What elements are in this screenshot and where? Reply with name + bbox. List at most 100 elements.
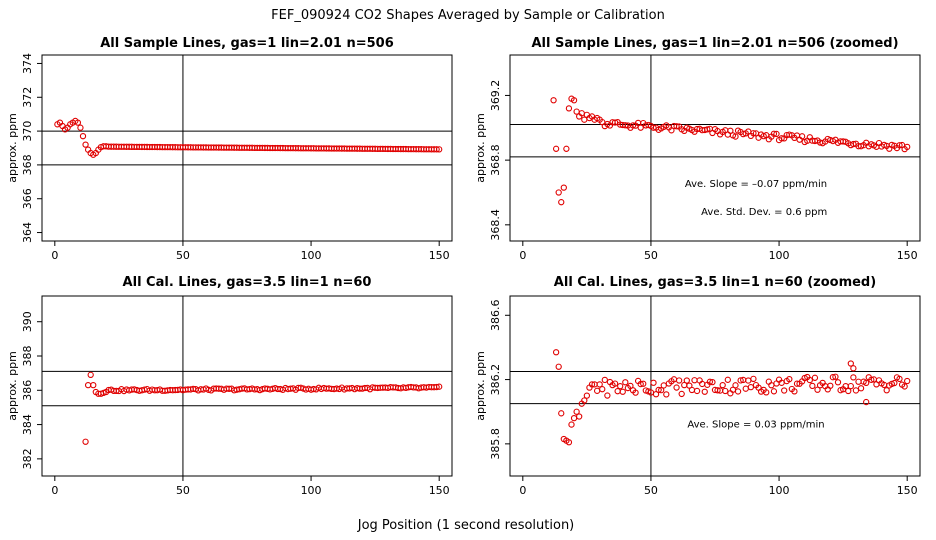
data-point bbox=[663, 391, 670, 398]
data-point bbox=[847, 360, 854, 367]
x-tick-label: 0 bbox=[51, 484, 58, 497]
data-point bbox=[581, 397, 588, 404]
data-point bbox=[693, 387, 701, 395]
data-point bbox=[619, 388, 626, 395]
data-point bbox=[436, 383, 443, 390]
data-point bbox=[637, 124, 644, 131]
x-tick-label: 0 bbox=[51, 249, 58, 262]
data-point bbox=[701, 388, 708, 395]
data-point bbox=[629, 122, 637, 129]
panel-title: All Sample Lines, gas=1 lin=2.01 n=506 bbox=[100, 36, 394, 51]
data-point bbox=[763, 389, 770, 396]
data-point bbox=[806, 376, 813, 384]
x-tick-label: 150 bbox=[429, 249, 450, 262]
panel-title: All Cal. Lines, gas=3.5 lin=1 n=60 bbox=[123, 275, 372, 290]
annotation-text: Ave. Slope = 0.03 ppm/min bbox=[687, 419, 824, 430]
data-point bbox=[84, 381, 92, 389]
x-tick-label: 50 bbox=[644, 484, 658, 497]
panel-cal-lines: All Cal. Lines, gas=3.5 lin=1 n=60 0 50 100… bbox=[6, 275, 453, 497]
data-point bbox=[786, 375, 793, 383]
x-tick-label: 50 bbox=[176, 484, 190, 497]
y-tick-label: 388 bbox=[21, 346, 34, 367]
data-point bbox=[617, 383, 624, 390]
data-point bbox=[637, 380, 644, 388]
y-tick-label: 369.2 bbox=[489, 80, 502, 112]
data-point bbox=[706, 378, 714, 385]
panel-title: All Cal. Lines, gas=3.5 lin=1 n=60 (zoom… bbox=[554, 275, 876, 290]
data-point bbox=[555, 363, 562, 370]
data-point bbox=[791, 388, 798, 395]
y-tick-label: 368.8 bbox=[489, 144, 502, 176]
data-point bbox=[857, 385, 865, 392]
annotation-text: Ave. Std. Dev. = 0.6 ppm bbox=[701, 207, 827, 218]
data-point bbox=[832, 373, 839, 380]
data-point bbox=[599, 386, 606, 393]
data-point bbox=[87, 371, 94, 379]
data-point bbox=[863, 379, 870, 386]
data-point bbox=[773, 130, 780, 138]
y-axis-label: approx. ppm bbox=[6, 113, 19, 183]
data-point bbox=[750, 375, 757, 383]
data-point bbox=[614, 388, 621, 395]
data-point bbox=[740, 130, 747, 138]
y-axis-label: approx. ppm bbox=[474, 351, 487, 421]
panel-cal-lines-zoomed: All Cal. Lines, gas=3.5 lin=1 n=60 (zoom… bbox=[474, 275, 921, 497]
data-point bbox=[611, 380, 619, 387]
data-point bbox=[734, 388, 742, 395]
data-point bbox=[901, 383, 908, 390]
data-point bbox=[77, 124, 84, 131]
data-point bbox=[433, 146, 440, 153]
data-point bbox=[770, 130, 778, 137]
data-point bbox=[650, 124, 657, 131]
data-point bbox=[863, 398, 870, 406]
data-point bbox=[827, 382, 834, 389]
figure-title: FEF_090924 CO2 Shapes Averaged by Sample… bbox=[271, 8, 665, 23]
data-point bbox=[560, 184, 567, 191]
data-point bbox=[852, 387, 860, 394]
data-point bbox=[552, 349, 560, 356]
plot-frame bbox=[41, 54, 453, 242]
panel-title: All Sample Lines, gas=1 lin=2.01 n=506 (… bbox=[531, 36, 898, 51]
data-point bbox=[845, 387, 852, 395]
data-point bbox=[570, 97, 578, 104]
data-point bbox=[781, 387, 788, 394]
y-tick-label: 368 bbox=[21, 154, 34, 175]
data-point bbox=[750, 130, 757, 137]
data-point bbox=[688, 386, 696, 394]
data-point bbox=[552, 145, 560, 152]
y-tick-label: 386.6 bbox=[489, 300, 502, 332]
data-point bbox=[79, 133, 87, 140]
panel-sample-lines: All Sample Lines, gas=1 lin=2.01 n=506 0 5… bbox=[6, 36, 453, 262]
data-point bbox=[798, 133, 806, 140]
data-point bbox=[904, 377, 911, 385]
data-point bbox=[786, 131, 793, 138]
data-point bbox=[565, 105, 573, 112]
data-point bbox=[683, 377, 690, 384]
data-point bbox=[565, 439, 573, 446]
x-tick-label: 50 bbox=[176, 249, 190, 262]
data-point bbox=[675, 377, 683, 384]
data-point bbox=[573, 408, 580, 415]
data-point bbox=[811, 374, 819, 381]
data-point bbox=[742, 385, 749, 392]
y-tick-label: 372 bbox=[21, 87, 34, 108]
x-tick-label: 50 bbox=[644, 249, 658, 262]
data-point bbox=[850, 140, 857, 148]
data-point bbox=[704, 126, 711, 133]
x-tick-label: 100 bbox=[301, 249, 322, 262]
panel-sample-lines-zoomed: All Sample Lines, gas=1 lin=2.01 n=506 (… bbox=[474, 36, 921, 262]
data-point bbox=[558, 410, 565, 417]
y-tick-label: 374 bbox=[21, 53, 34, 74]
data-point bbox=[868, 376, 875, 383]
data-point bbox=[650, 379, 657, 386]
x-tick-label: 0 bbox=[519, 249, 526, 262]
data-point bbox=[847, 382, 854, 390]
data-point bbox=[883, 387, 890, 394]
data-point bbox=[583, 392, 591, 399]
x-tick-label: 150 bbox=[429, 484, 450, 497]
data-point bbox=[891, 379, 898, 387]
data-point bbox=[622, 379, 629, 386]
data-point bbox=[904, 143, 911, 151]
x-tick-label: 150 bbox=[897, 484, 918, 497]
